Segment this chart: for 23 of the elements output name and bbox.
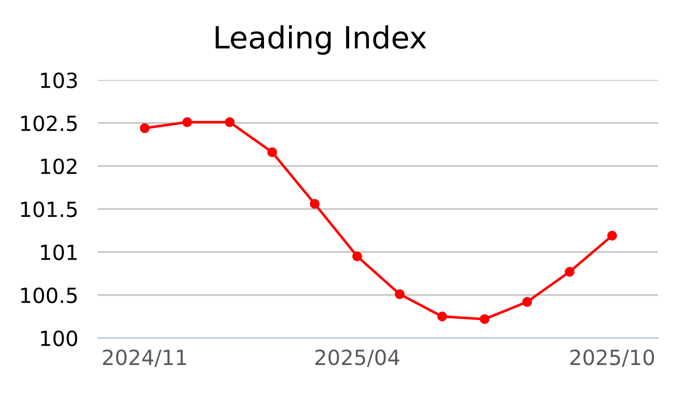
point xyxy=(607,230,617,241)
x-tick-label: 2025/10 xyxy=(570,349,654,367)
point xyxy=(267,147,278,158)
point xyxy=(522,297,532,307)
x-tick-label: 2025/04 xyxy=(315,349,400,367)
point xyxy=(224,117,235,127)
point xyxy=(564,266,574,277)
point xyxy=(182,117,192,127)
y-tick-label: 100 xyxy=(41,330,78,346)
point xyxy=(352,251,362,262)
point xyxy=(394,289,405,299)
point xyxy=(480,314,490,324)
point xyxy=(140,123,150,134)
point xyxy=(310,198,320,209)
x-tick-label: 2024/11 xyxy=(102,349,186,367)
y-tick-label: 101.5 xyxy=(21,201,77,218)
y-tick-label: 103 xyxy=(41,72,77,88)
chart-title: Leading Index xyxy=(216,25,426,55)
y-tick-label: 102 xyxy=(41,158,76,174)
y-tick-label: 100.5 xyxy=(21,287,77,304)
point xyxy=(437,312,448,322)
y-tick-label: 101 xyxy=(41,244,77,260)
y-tick-label: 102.5 xyxy=(21,115,77,132)
